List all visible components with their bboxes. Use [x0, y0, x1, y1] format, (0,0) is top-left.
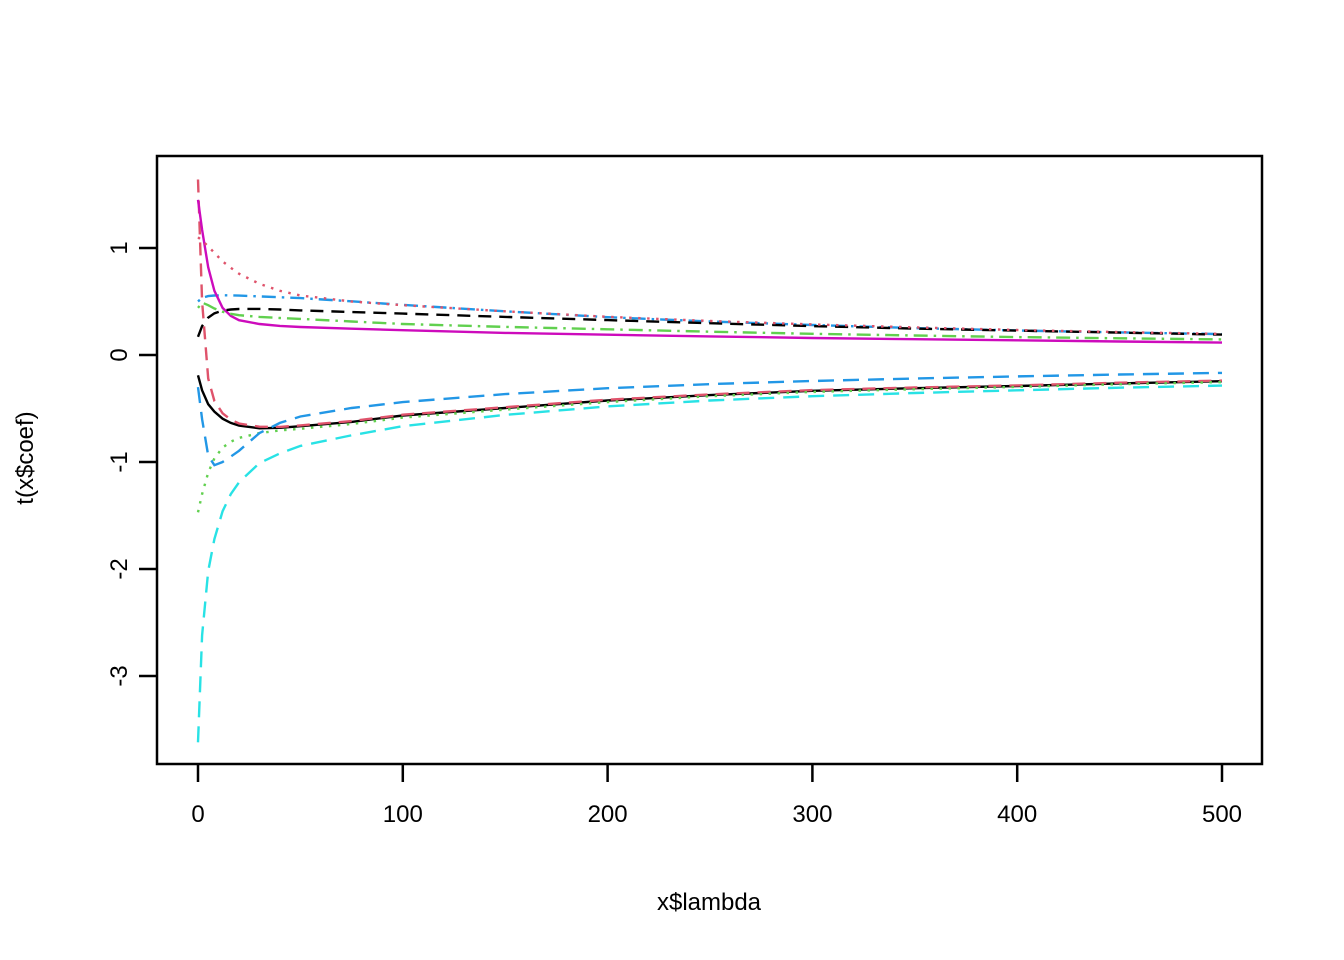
series-line-coef-8-red-dotted — [197, 236, 1223, 336]
series-line-coef-5-cyan-longdash — [196, 384, 1223, 743]
x-tick-label-400: 400 — [997, 801, 1037, 828]
y-axis: 1 0 -1 -2 -3 — [106, 241, 157, 687]
x-tick-label-300: 300 — [792, 801, 832, 828]
x-tick-label-0: 0 — [191, 801, 204, 828]
plot-box — [155, 154, 1264, 766]
series-line-coef-2-red-dashed — [196, 179, 1223, 429]
y-tick-label-1: 1 — [106, 241, 133, 254]
y-tick-label--1: -1 — [106, 451, 133, 472]
x-tick-label-500: 500 — [1202, 801, 1242, 828]
y-axis-title: t(x$coef) — [12, 411, 39, 504]
series-line-coef-10-blue-longdash — [196, 371, 1223, 467]
x-tick-label-100: 100 — [383, 801, 423, 828]
x-axis: 0 100 200 300 400 500 — [191, 764, 1242, 828]
series-line-coef-9-green-dotdash — [197, 301, 1223, 341]
x-axis-title: x$lambda — [657, 889, 762, 916]
y-tick-label--3: -3 — [106, 665, 133, 686]
series-line-coef-6-magenta-solid — [196, 199, 1223, 344]
series-line-coef-7-black-dashed — [196, 307, 1223, 338]
y-tick-label-0: 0 — [106, 348, 133, 361]
x-tick-label-200: 200 — [588, 801, 628, 828]
series-line-coef-1-black-solid — [196, 374, 1223, 430]
series-group — [196, 179, 1223, 743]
y-tick-label--2: -2 — [106, 558, 133, 579]
